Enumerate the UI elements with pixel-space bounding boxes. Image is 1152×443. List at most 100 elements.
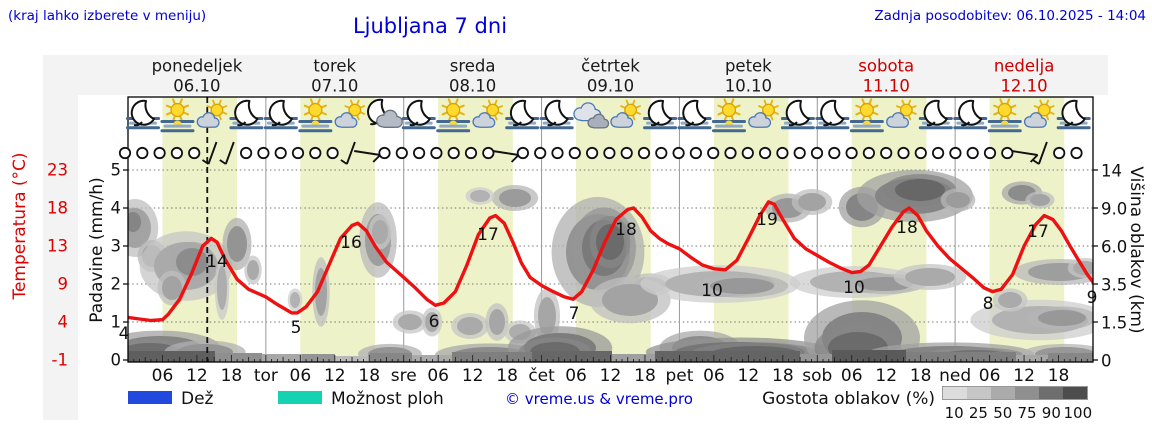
calm-wind-icon (378, 146, 391, 160)
calm-wind-icon (1001, 146, 1014, 160)
calm-wind-icon (845, 146, 858, 160)
moon-fog-icon (780, 99, 815, 130)
cloud-density-legend-label: Gostota oblakov (%) (762, 389, 935, 409)
day-date: 12.10 (1000, 77, 1047, 96)
temperature-value-label: 8 (983, 294, 994, 314)
x-axis-label: tor (254, 366, 278, 386)
x-axis-label: 06 (290, 366, 312, 386)
x-axis-label: 18 (221, 366, 243, 386)
calm-wind-icon (240, 146, 253, 160)
moon-fog-icon (229, 99, 264, 130)
calm-wind-icon (170, 146, 183, 160)
calm-wind-icon (447, 146, 460, 160)
sun-fog-icon (987, 98, 1022, 133)
sun-cloud-icon (196, 99, 228, 128)
calm-wind-icon (828, 146, 841, 160)
temperature-curve (128, 200, 1093, 323)
x-axis-label: 06 (152, 366, 174, 386)
x-axis-label: 12 (186, 366, 208, 386)
sun-fog-icon (160, 98, 195, 133)
temperature-value-label: 17 (1027, 222, 1049, 242)
cloud-density-gradient-bar (942, 386, 1088, 400)
calm-wind-icon (516, 146, 530, 160)
x-axis-label: 06 (703, 366, 725, 386)
moon-fog-icon (505, 99, 540, 130)
temp-tick-label: 4 (58, 313, 69, 332)
daylight-band (162, 97, 238, 362)
moon-fog-icon (126, 99, 160, 130)
calm-wind-icon (291, 146, 305, 160)
density-gradient-segment (1015, 387, 1039, 399)
calm-wind-icon (741, 146, 754, 160)
rain-legend-swatch (128, 391, 172, 404)
calm-wind-icon (309, 146, 322, 160)
density-gradient-segment (943, 387, 967, 399)
page-title: Ljubljana 7 dni (352, 14, 508, 38)
calm-wind-icon (793, 146, 806, 160)
calm-wind-icon (274, 146, 287, 160)
cloud-height-tick-label: 9.0 (1101, 200, 1127, 219)
temperature-value-label: 18 (896, 218, 918, 238)
density-scale-value: 75 (1017, 404, 1037, 422)
calm-wind-icon (1053, 146, 1066, 160)
moon-fog-icon (1056, 99, 1091, 130)
calm-wind-icon (585, 146, 599, 160)
temperature-value-label: 6 (429, 312, 440, 332)
weather-icons-row (126, 98, 1091, 133)
x-axis-label: sob (802, 366, 832, 386)
day-name: petek (725, 57, 772, 76)
sun-cloud-icon (886, 99, 917, 128)
copyright-link[interactable]: © vreme.us & vreme.pro (505, 390, 693, 408)
calm-wind-icon (689, 146, 703, 160)
calm-wind-icon (914, 146, 927, 160)
day-name: četrtek (581, 57, 640, 76)
calm-wind-icon (949, 146, 962, 160)
calm-wind-icon (862, 146, 876, 160)
moon-fog-icon (263, 99, 298, 130)
temperature-value-label: 17 (477, 225, 499, 245)
sun-cloud-icon (748, 99, 779, 128)
sun-fog-icon (711, 98, 746, 133)
calm-wind-icon (758, 146, 772, 160)
density-scale-value: 100 (1063, 404, 1093, 422)
x-axis-label: 12 (738, 366, 760, 386)
temperature-value-label: 18 (615, 220, 637, 240)
calm-wind-icon (430, 146, 443, 160)
temperature-value-label: 14 (206, 252, 228, 272)
day-date: 06.10 (173, 77, 220, 96)
x-axis-label: čet (528, 366, 555, 386)
precip-tick-label: 0 (111, 351, 122, 370)
sun-cloud-icon (1023, 99, 1055, 128)
density-gradient-segment (1063, 387, 1087, 399)
clouds-icon (573, 102, 610, 129)
density-scale-value: 10 (944, 404, 964, 422)
x-axis-label: ned (939, 366, 971, 386)
x-axis-label: 12 (600, 366, 622, 386)
temperature-value-label: 4 (119, 324, 130, 344)
precip-tick-label: 5 (111, 161, 122, 180)
x-axis-label: 12 (324, 366, 346, 386)
wind-barb-icon (201, 141, 218, 165)
x-axis-label: 06 (427, 366, 449, 386)
temp-tick-label: 13 (47, 237, 68, 256)
precipitation-axis-title: Padavine (mm/h) (87, 177, 107, 323)
temperature-axis-title: Temperatura (°C) (10, 152, 30, 300)
calm-wind-icon (655, 146, 668, 160)
x-axis-label: 12 (462, 366, 484, 386)
x-axis-label: sre (391, 366, 417, 386)
cloud-height-tick-label: 0 (1101, 352, 1112, 371)
x-axis-label: 18 (634, 366, 656, 386)
wind-barb-icon (340, 141, 356, 165)
calm-wind-icon (637, 146, 651, 160)
calm-wind-icon (395, 146, 408, 160)
calm-wind-icon (724, 146, 737, 160)
calm-wind-icon (257, 146, 270, 160)
sun-cloud-icon (334, 99, 366, 128)
x-axis-label: 18 (772, 366, 794, 386)
x-axis-label: 18 (1048, 366, 1070, 386)
x-axis-label: 18 (910, 366, 932, 386)
x-axis-label: 12 (1013, 366, 1035, 386)
temperature-value-label: 19 (756, 210, 778, 230)
